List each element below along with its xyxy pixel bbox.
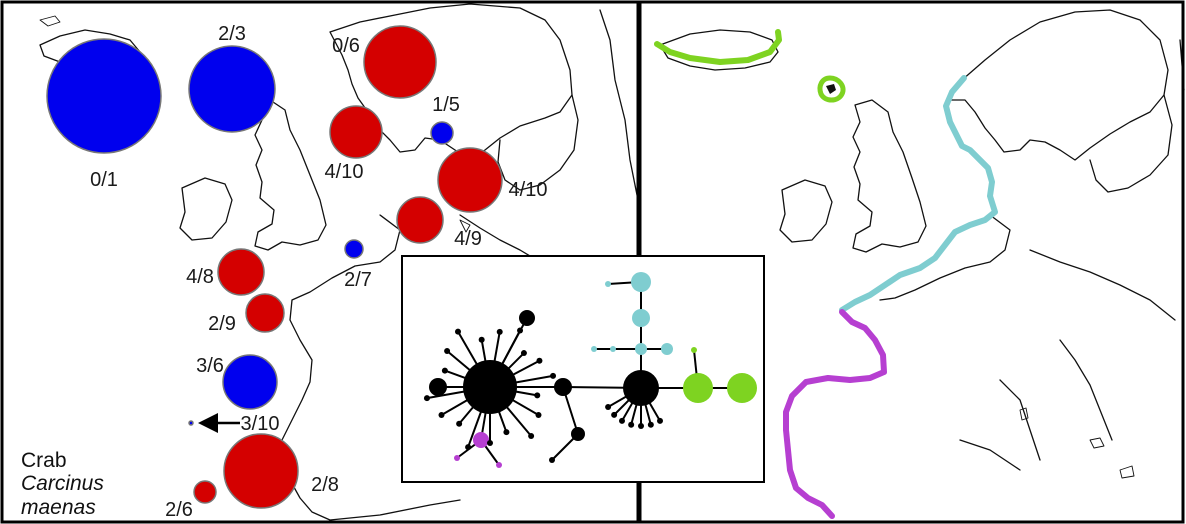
network-node — [455, 329, 461, 335]
purple-lineage-coast — [786, 312, 884, 516]
norway-coast-right — [948, 10, 1168, 160]
network-node — [497, 329, 503, 335]
network-node — [623, 370, 659, 406]
network-node — [519, 310, 535, 326]
network-node — [528, 433, 534, 439]
site-pie-circle — [189, 46, 275, 132]
site-sample-label: 0/6 — [332, 35, 360, 57]
site-sample-label: 3/10 — [241, 413, 280, 435]
site-pie-circle — [330, 106, 382, 158]
network-node — [605, 281, 611, 287]
baltic-coast — [498, 10, 638, 200]
continent-coast-right — [880, 215, 1175, 470]
network-node — [463, 360, 517, 414]
med-islands — [1020, 408, 1134, 478]
site-pie-circle — [431, 122, 453, 144]
network-node — [444, 348, 450, 354]
site-pie-circle — [218, 249, 264, 295]
site-sample-label: 2/6 — [165, 499, 193, 521]
network-node — [635, 343, 647, 355]
site-sample-label: 4/10 — [509, 179, 548, 201]
site-sample-label: 2/3 — [218, 23, 246, 45]
site-sample-label: 4/9 — [454, 228, 482, 250]
network-node — [632, 309, 650, 327]
site-sample-label: 1/5 — [432, 94, 460, 116]
site-pie-circle — [223, 355, 277, 409]
network-node — [454, 455, 460, 461]
site-pie-circle — [438, 148, 502, 212]
network-node — [456, 421, 462, 427]
species-latin-species: maenas — [21, 496, 96, 519]
haplotype-network-inset — [402, 256, 764, 482]
site-sample-label: 4/8 — [186, 266, 214, 288]
great-britain-coast-right — [853, 100, 926, 252]
network-node — [571, 427, 585, 441]
network-node — [591, 346, 597, 352]
site-sample-label: 3/6 — [196, 355, 224, 377]
baltic-coast-right — [1090, 40, 1184, 192]
species-latin-genus: Carcinus — [21, 472, 104, 495]
site-sample-label: 2/8 — [311, 474, 339, 496]
network-node — [727, 373, 757, 403]
network-node — [638, 423, 644, 429]
site-pie-circle — [47, 39, 161, 153]
network-node — [628, 422, 634, 428]
network-node — [554, 378, 572, 396]
network-node — [610, 346, 616, 352]
network-node — [619, 418, 625, 424]
network-node — [429, 378, 447, 396]
site-pie-circle — [224, 434, 298, 508]
site-sample-label: 2/7 — [344, 269, 372, 291]
faroe-islands — [826, 84, 836, 94]
site-pie-circle — [364, 26, 436, 98]
network-node — [521, 350, 527, 356]
network-node — [503, 429, 509, 435]
cyan-lineage-coast — [842, 78, 995, 310]
network-frame — [402, 256, 764, 482]
network-node — [439, 412, 445, 418]
site-pie-circle — [246, 294, 284, 332]
network-node — [691, 347, 697, 353]
network-node — [535, 412, 541, 418]
site-pie-circle — [345, 240, 363, 258]
network-node — [611, 412, 617, 418]
site-pie-circle — [189, 421, 193, 425]
network-node — [549, 457, 555, 463]
network-node — [648, 422, 654, 428]
network-node — [442, 368, 448, 374]
ireland-coast-right — [780, 180, 832, 242]
site-sample-label: 2/9 — [208, 313, 236, 335]
great-britain-coast — [255, 100, 326, 250]
species-label: Crab Carcinus maenas — [21, 449, 104, 519]
network-node — [536, 358, 542, 364]
network-node — [534, 392, 540, 398]
network-node — [496, 462, 502, 468]
network-node — [550, 373, 556, 379]
network-node — [487, 440, 493, 446]
ireland-coast — [180, 178, 232, 240]
network-node — [631, 272, 651, 292]
site-pie-circle — [397, 197, 443, 243]
network-node — [661, 343, 673, 355]
network-node — [473, 432, 489, 448]
site-pie-circle — [194, 481, 216, 503]
network-node — [424, 395, 430, 401]
network-node — [517, 327, 523, 333]
network-node — [683, 373, 713, 403]
site-arrow — [198, 413, 240, 433]
network-node — [465, 444, 471, 450]
species-common-name: Crab — [21, 449, 67, 472]
site-sample-label: 0/1 — [90, 169, 118, 191]
network-node — [479, 337, 485, 343]
network-node — [657, 418, 663, 424]
network-node — [605, 404, 611, 410]
site-sample-label: 4/10 — [325, 161, 364, 183]
